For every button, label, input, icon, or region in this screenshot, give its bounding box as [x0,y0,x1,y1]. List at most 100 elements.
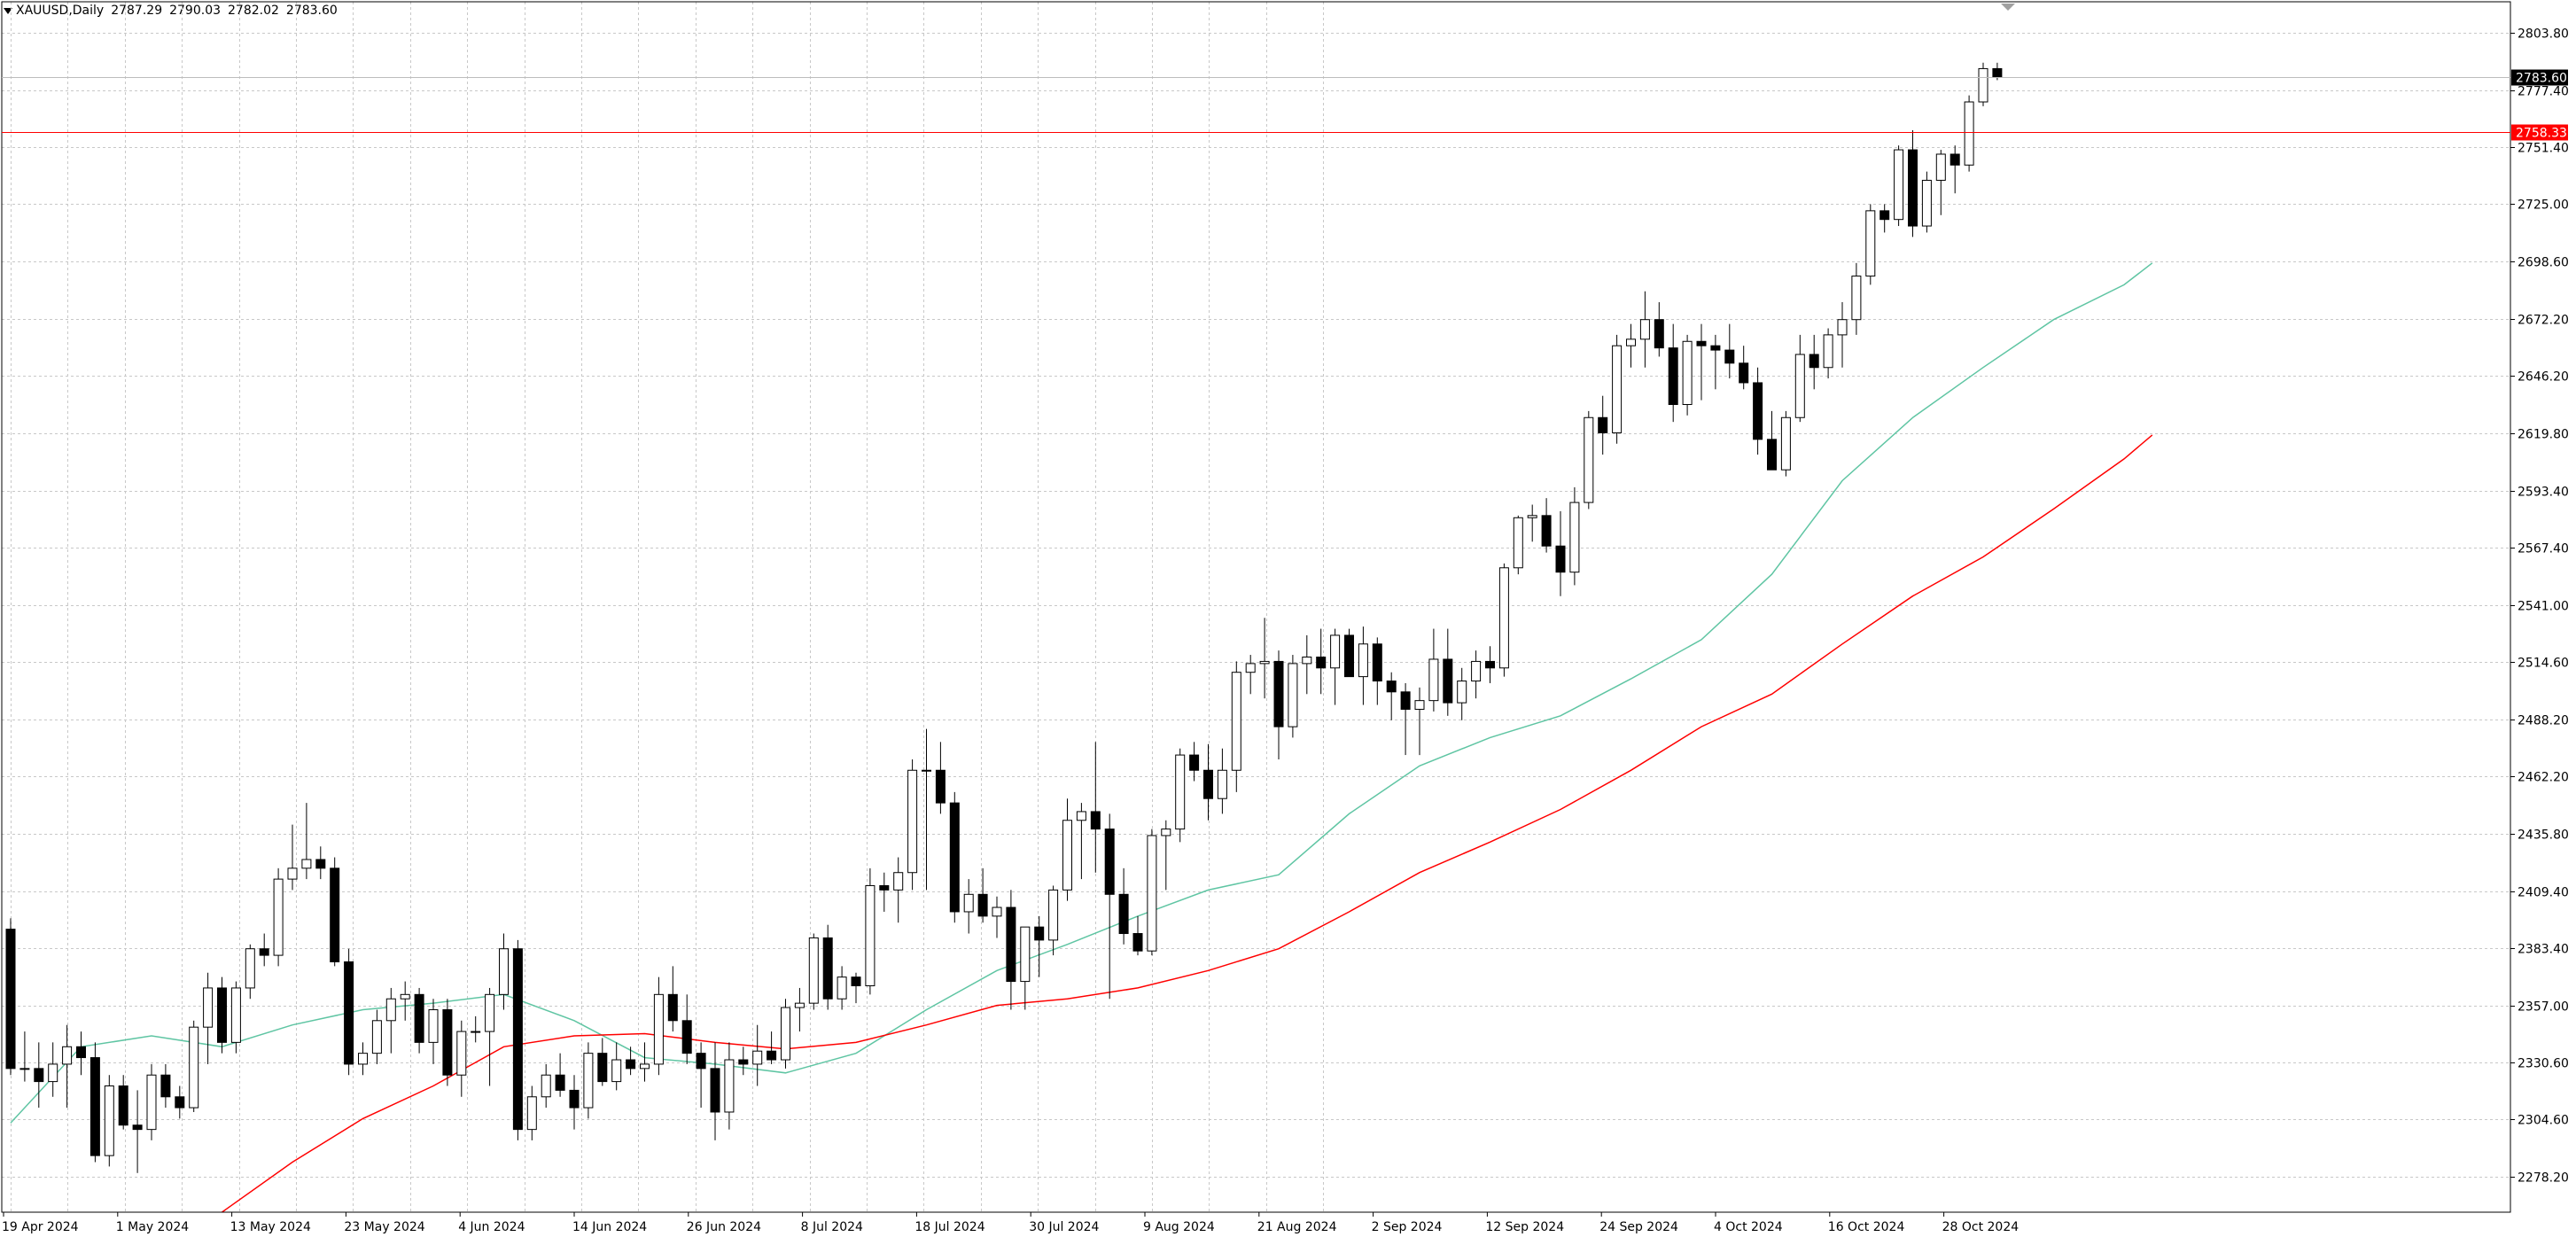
y-tick-label: 2409.40 [2518,886,2569,900]
candle [1062,798,1072,901]
grid [2,2,2510,1212]
candle [752,1024,763,1086]
candle [19,1031,30,1082]
x-tick-label: 21 Aug 2024 [1257,1220,1337,1234]
candle [442,999,453,1086]
candle-body-bull [146,1074,157,1131]
candle [1118,867,1129,945]
x-tick-label: 23 May 2024 [344,1220,424,1234]
y-tick-label: 2278.20 [2518,1171,2569,1186]
y-tick-label: 2751.40 [2518,142,2569,156]
candle-body-bull [273,878,284,956]
candle-body-bull [1851,276,1862,321]
y-tick-label: 2488.20 [2518,714,2569,728]
candle [5,918,16,1076]
candle [1753,367,1763,455]
candle [922,728,931,891]
candle-body-bull [1259,660,1270,665]
candle [1879,204,1890,233]
candle-body-bear [1006,906,1016,983]
candle-body-bull [1048,889,1059,941]
x-tick-label: 4 Oct 2024 [1714,1220,1783,1234]
x-tick-label: 8 Jul 2024 [801,1220,863,1234]
candle-body-bull [1020,926,1031,983]
candle [696,1042,706,1109]
candle [1344,628,1354,678]
x-tick-label: 28 Oct 2024 [1942,1220,2020,1234]
candle [1794,334,1805,423]
candle [569,1075,580,1130]
candle [146,1063,157,1140]
candle-body-bear [1992,67,2003,78]
dropdown-triangle-icon[interactable] [4,7,12,14]
price-level-label: 2758.33 [2516,127,2567,141]
candle [710,1042,720,1140]
candle-body-bear [851,976,861,986]
candle-body-bear [597,1053,608,1083]
candle-body-bear [935,769,946,804]
candle [1682,334,1693,416]
candle-body-bear [160,1074,171,1098]
candle [160,1063,171,1109]
x-tick-label: 12 Sep 2024 [1485,1220,1564,1234]
candle [1498,563,1509,677]
candle [132,1090,143,1173]
candle-body-bear [1654,319,1664,349]
candle-body-bear [738,1059,749,1065]
x-tick-label: 18 Jul 2024 [914,1220,984,1234]
candle-body-bull [1921,179,1932,227]
candle-body-bear [330,867,340,962]
candle-body-bear [1696,340,1707,346]
candle-body-bear [977,893,988,917]
candle-body-bear [442,1009,453,1076]
candle [358,1042,368,1076]
candle-body-bull [583,1053,594,1109]
candle-body-bull [230,987,241,1043]
candle [1428,628,1439,712]
candle-body-bull [287,867,298,880]
candle-body-bull [1231,672,1241,771]
candle-body-bull [1471,660,1482,682]
candle-body-bull [865,884,876,986]
candle-body-bear [34,1068,44,1083]
candle-body-bear [1724,349,1735,364]
candle [794,987,805,1032]
candle [414,987,424,1054]
candle-body-bear [1908,149,1918,227]
y-tick-label: 2330.60 [2518,1057,2569,1071]
candle [189,1020,199,1112]
candle [1964,95,1974,172]
candle-body-bull [1569,502,1580,573]
current-price-label: 2783.60 [2516,72,2567,86]
candle-body-bull [245,948,255,989]
candle-body-bull [1626,338,1636,346]
candle-body-bear [5,929,16,1070]
candle-body-bull [1964,101,1974,166]
candle [1780,410,1791,477]
candle-body-bull [62,1046,73,1065]
moving-averages [10,262,2153,1213]
x-tick-label: 30 Jul 2024 [1029,1220,1099,1234]
candle [1245,655,1256,695]
candle [653,976,664,1076]
candle [1710,334,1721,390]
x-tick-label: 19 Apr 2024 [2,1220,79,1234]
candle [1302,634,1312,695]
candle [738,1046,749,1076]
candle-body-bull [499,948,509,995]
candle [1400,682,1411,756]
candle [1273,650,1284,759]
candle-body-bull [1161,829,1171,836]
candle [963,879,974,934]
candle-body-bear [414,993,424,1043]
candle-body-bear [1344,634,1354,678]
candle-body-bear [1598,416,1608,433]
candle [724,1042,735,1130]
candles [5,62,2003,1173]
candle [1569,486,1580,586]
candle-body-bear [344,961,354,1065]
candle [118,1075,128,1130]
candle-body-bear [1879,210,1890,221]
y-tick-label: 2593.40 [2518,486,2569,500]
